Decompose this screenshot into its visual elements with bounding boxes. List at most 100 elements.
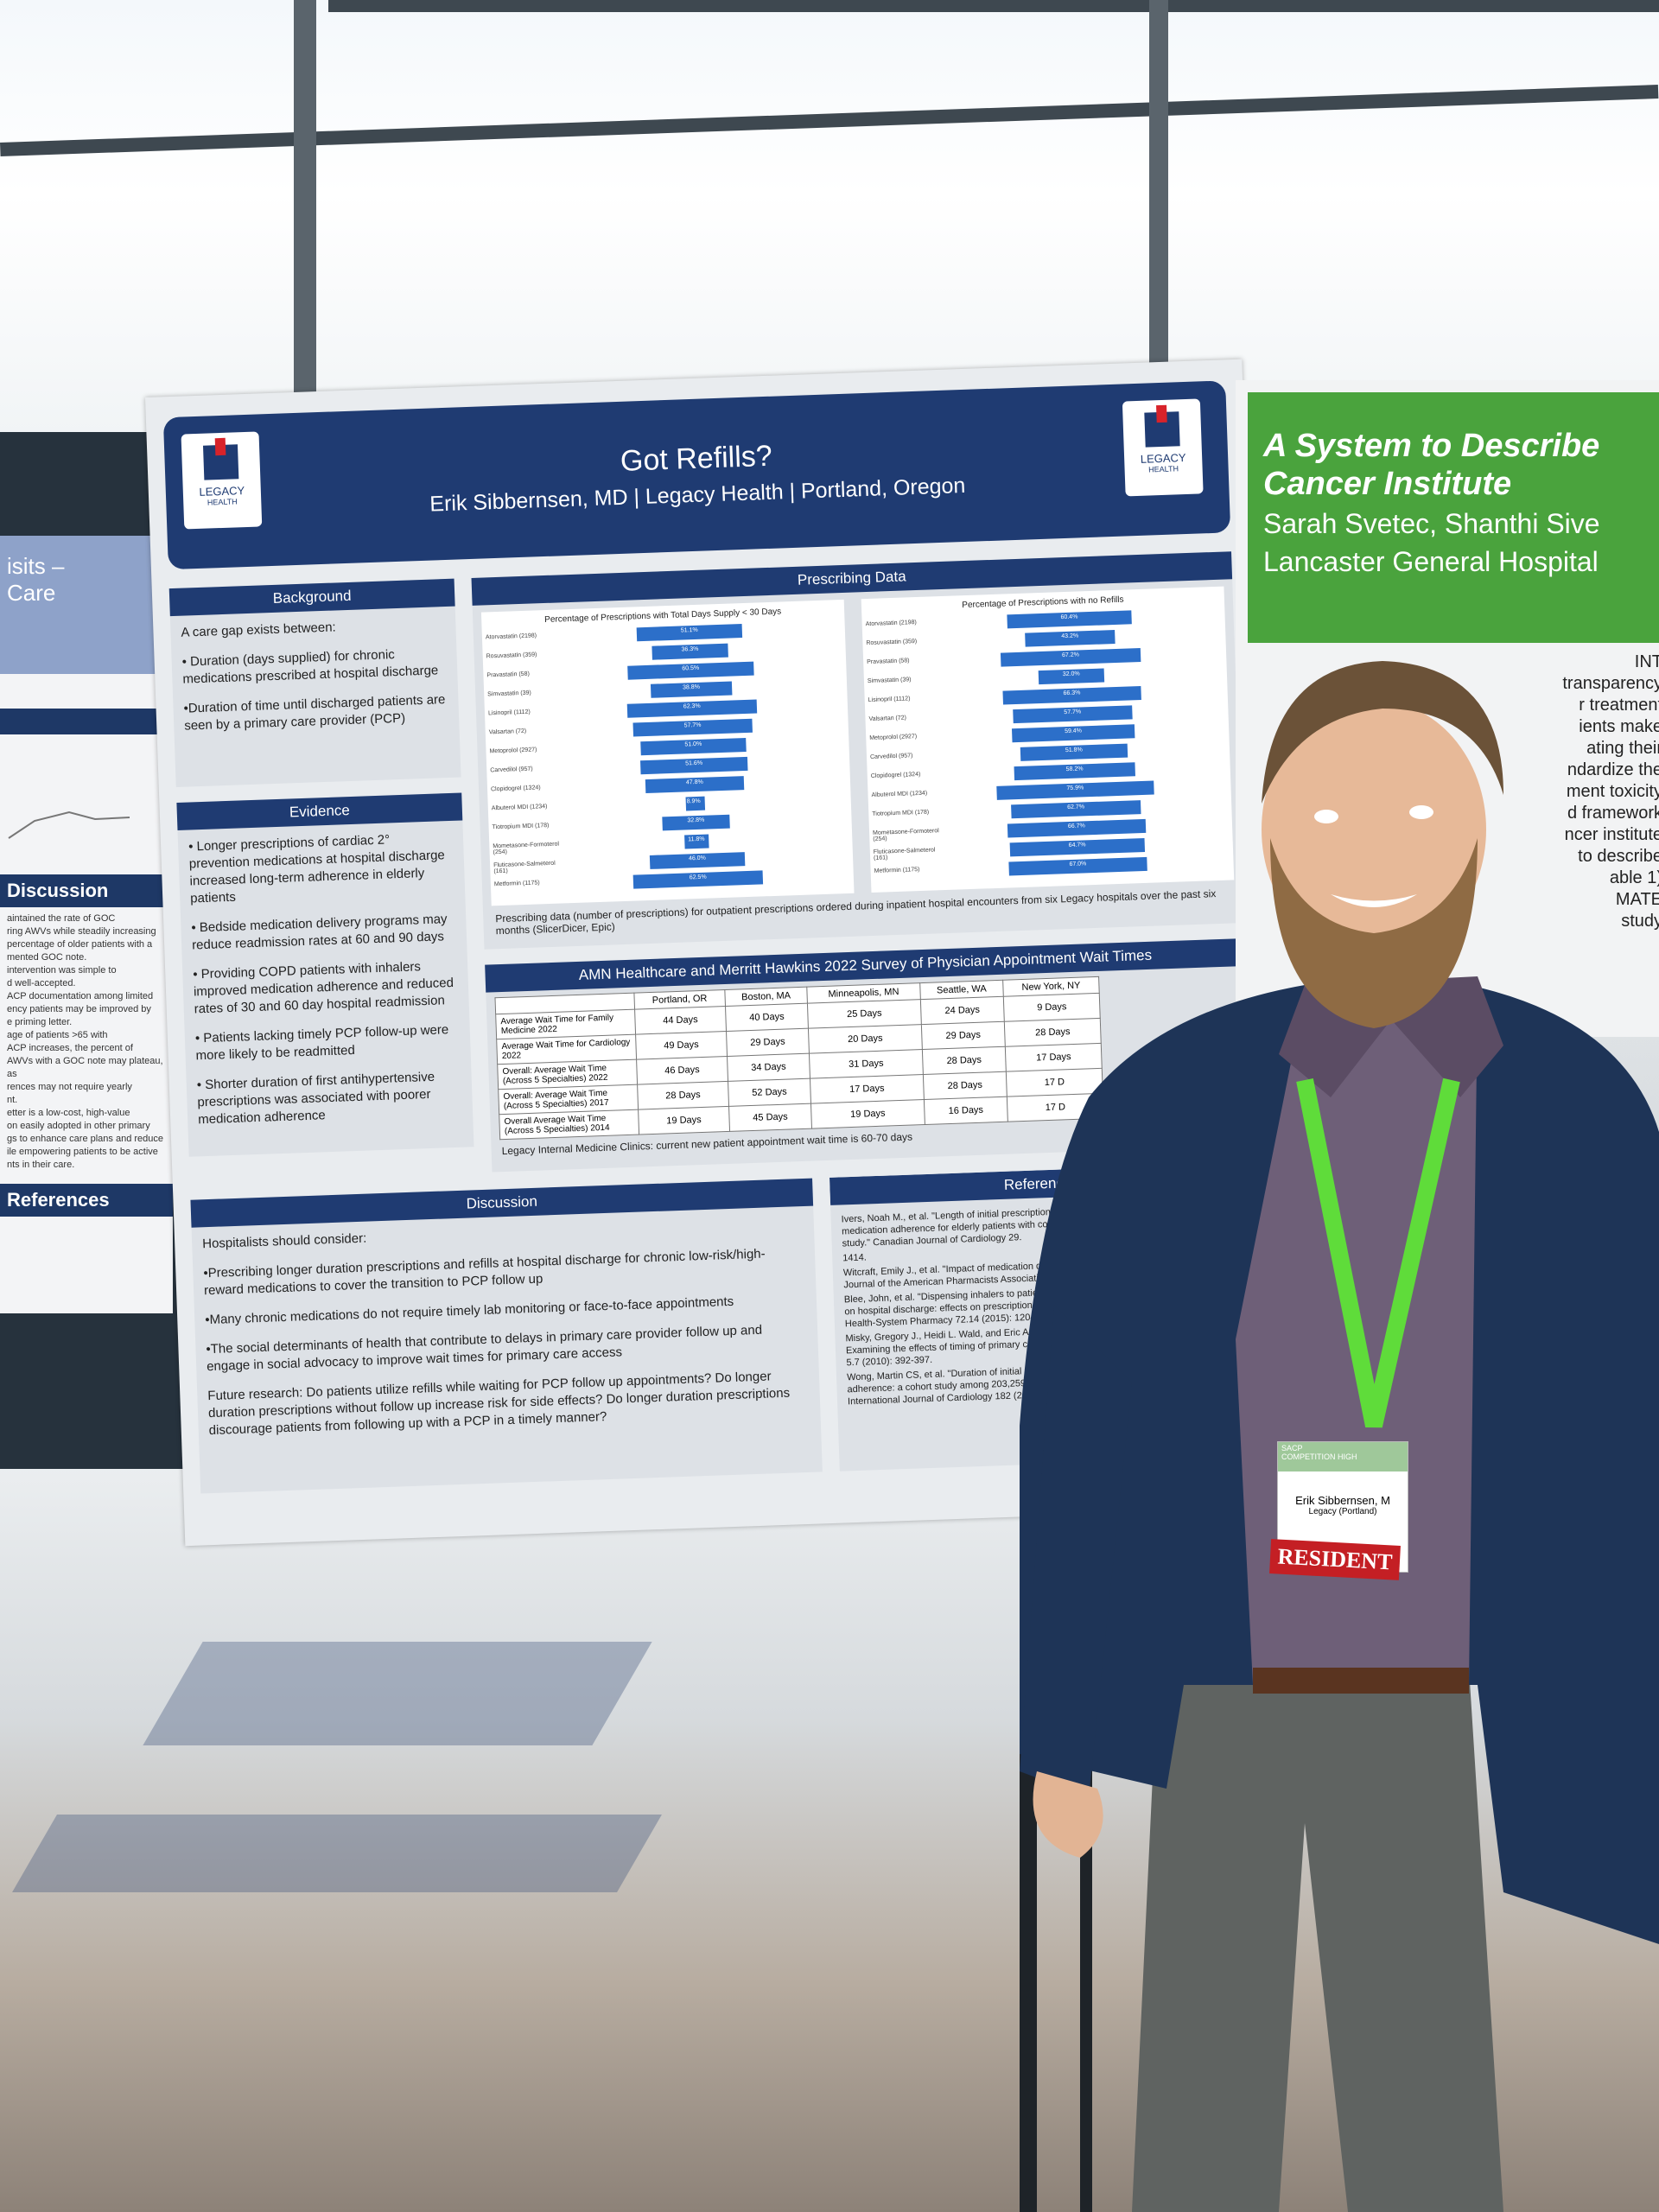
discussion-future: Future research: Do patients utilize ref… <box>207 1369 791 1439</box>
table-cell: 19 Days <box>638 1106 730 1135</box>
chart-category-label: Valsartan (72) <box>868 715 907 722</box>
chart-category-label: Clopidogrel (1324) <box>490 785 541 793</box>
text-line: aintained the rate of GOC <box>7 913 116 924</box>
poster-header: LEGACY HEALTH Got Refills? Erik Sibberns… <box>162 380 1231 570</box>
table-cell: 29 Days <box>921 1021 1006 1050</box>
chart-value-label: 51.6% <box>685 760 703 767</box>
chart-category-label: Atorvastatin (2198) <box>865 620 917 628</box>
text-line: r treatment <box>1579 696 1659 715</box>
text-line: ring AWVs while steadily increasing <box>7 926 156 937</box>
chart-category-label: Albuterol MDI (1234) <box>491 804 548 812</box>
wait-time-table: Portland, OR Boston, MA Minneapolis, MN … <box>494 976 1104 1141</box>
legacy-logo-right: LEGACY HEALTH <box>1122 398 1204 497</box>
presenter-hand <box>1033 1771 1103 1858</box>
window-frame-upper <box>328 0 1659 12</box>
legacy-logo-icon <box>1144 411 1180 448</box>
chart-value-label: 57.7% <box>683 721 702 729</box>
table-cell: 52 Days <box>728 1078 811 1107</box>
table-cell: 28 Days <box>637 1081 729 1110</box>
text-line: ency patients may be improved by <box>7 1004 151 1014</box>
chart-category-label: Tiotropium MDI (178) <box>492 822 550 831</box>
background-line: • Duration (days supplied) for chronic m… <box>181 647 439 687</box>
presenter-smile <box>1331 894 1417 907</box>
left-poster-chart <box>0 734 173 864</box>
left-poster-bar <box>0 709 173 734</box>
background-line: A care gap exists between: <box>181 620 336 640</box>
chart-category-label: Tiotropium MDI (178) <box>872 809 930 817</box>
evidence-body: • Longer prescriptions of cardiac 2° pre… <box>178 820 474 1149</box>
supply-chart: Percentage of Prescriptions with Total D… <box>480 599 855 906</box>
window-mullion <box>1149 0 1168 363</box>
background-section: Background A care gap exists between: • … <box>168 578 461 788</box>
discussion-body: Hospitalists should consider: •Prescribi… <box>192 1206 822 1461</box>
chart-category-label: Rosuvastatin (359) <box>866 639 918 647</box>
table-cell: 34 Days <box>727 1053 810 1082</box>
text-line: percentage of older patients with a <box>7 939 153 950</box>
chart-value-label: 60.5% <box>682 664 700 672</box>
text-line: rences may not require yearly <box>7 1082 132 1092</box>
evidence-line: • Shorter duration of first antihyperten… <box>196 1069 435 1128</box>
text-line: ating their <box>1586 739 1659 758</box>
legacy-logo-icon <box>202 444 239 480</box>
table-cell: 17 Days <box>810 1074 925 1104</box>
background-line: •Duration of time until discharged patie… <box>183 692 446 734</box>
evidence-line: • Providing COPD patients with inhalers … <box>193 959 454 1017</box>
chart-category-label: Mometasone-Formoterol (254) <box>872 828 939 842</box>
text-line: MATE <box>1615 890 1659 909</box>
chart-category-label: Metformin (1175) <box>874 867 920 874</box>
chart-category-label: Fluticasone-Salmeterol (161) <box>873 847 936 861</box>
presenter-face <box>1262 700 1486 959</box>
text-line: ile empowering patients to be active <box>7 1147 158 1157</box>
evidence-line: • Patients lacking timely PCP follow-up … <box>194 1022 449 1064</box>
text-line: nts in their care. <box>7 1160 75 1170</box>
chart-category-label: Carvedilol (957) <box>869 753 913 760</box>
left-poster-references-header: References <box>0 1184 173 1217</box>
presenter-eye <box>1314 810 1338 823</box>
text-line: ACP documentation among limited <box>7 991 154 1001</box>
chart-value-label: 47.8% <box>685 779 703 786</box>
left-poster-title-band: isits – Care <box>0 536 173 674</box>
text-line: d framework <box>1567 804 1659 823</box>
left-poster-title: isits – <box>7 553 65 579</box>
text-line: nt. <box>7 1095 18 1105</box>
chart-category-label: Lisinopril (1112) <box>487 709 531 717</box>
table-cell: 20 Days <box>808 1024 923 1054</box>
table-cell: 40 Days <box>725 1003 809 1032</box>
badge-event: COMPETITION HIGH <box>1281 1452 1357 1461</box>
table-cell: 49 Days <box>635 1031 728 1060</box>
presenter <box>1020 661 1659 2212</box>
text-line: ndardize the <box>1567 760 1659 779</box>
chart-category-label: Pravastatin (58) <box>486 671 530 679</box>
evidence-line: • Longer prescriptions of cardiac 2° pre… <box>188 832 446 906</box>
right-poster-authors: Sarah Svetec, Shanthi Sive <box>1263 508 1600 539</box>
text-line: d well-accepted. <box>7 978 76 988</box>
right-poster-affiliation: Lancaster General Hospital <box>1263 546 1599 577</box>
left-poster-line-chart <box>8 810 130 839</box>
chart-value-label: 60.4% <box>1060 613 1078 621</box>
logo-subtext: HEALTH <box>1148 464 1179 474</box>
chart-value-label: 51.1% <box>680 626 698 634</box>
chart-value-label: 38.8% <box>682 683 701 691</box>
table-cell: 29 Days <box>726 1028 810 1057</box>
text-line: ients make <box>1579 717 1659 736</box>
chart-value-label: 36.3% <box>681 645 699 653</box>
text-line: ment toxicity <box>1566 782 1659 801</box>
chart-category-label: Clopidogrel (1324) <box>870 771 921 779</box>
presenter-belt <box>1253 1668 1469 1694</box>
presenter-eye <box>1409 805 1433 819</box>
evidence-section: Evidence • Longer prescriptions of cardi… <box>176 792 474 1157</box>
badge-affiliation: Legacy (Portland) <box>1308 1507 1377 1516</box>
text-line: etter is a low-cost, high-value <box>7 1108 130 1118</box>
chart-value-label: 11.8% <box>688 836 705 843</box>
text-line: to describe <box>1578 847 1659 866</box>
chart-value-label: 62.3% <box>683 702 701 710</box>
chart-category-label: Carvedilol (957) <box>490 766 533 774</box>
chart-value-label: 51.0% <box>684 741 702 748</box>
badge-name: Erik Sibbernsen, M <box>1295 1494 1390 1507</box>
badge-ribbon: RESIDENT <box>1269 1539 1401 1580</box>
right-poster-title-band: A System to Describe Cancer Institute Sa… <box>1248 392 1659 643</box>
table-cell: 16 Days <box>924 1096 1008 1125</box>
chart-category-label: Fluticasone-Salmeterol (161) <box>493 860 556 875</box>
left-poster: isits – Care Discussion aintained the ra… <box>0 536 173 1313</box>
text-line: transparency <box>1562 674 1659 693</box>
